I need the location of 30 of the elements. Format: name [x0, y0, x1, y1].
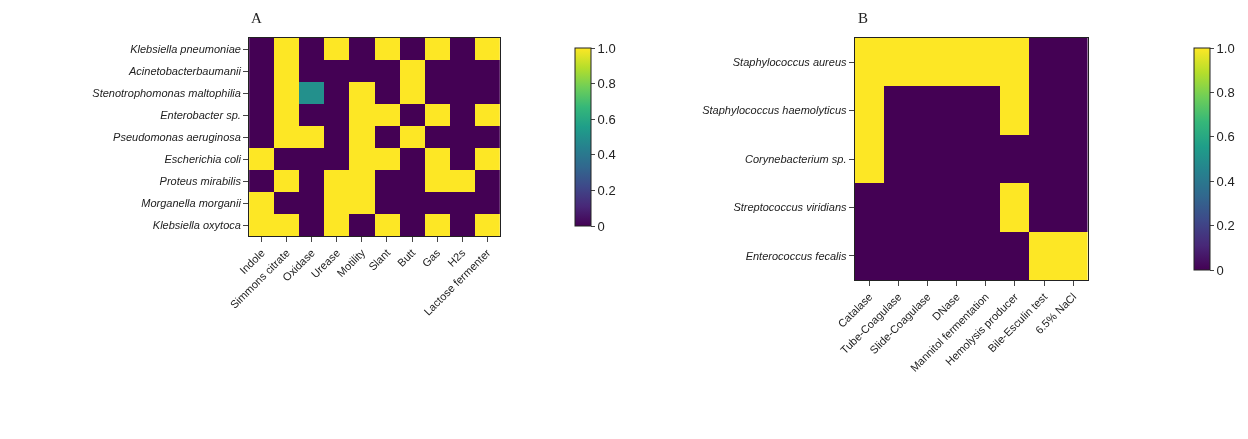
color-bar-label: 0.2 [1216, 218, 1235, 234]
y-tick-label: Morganella morganii [141, 196, 242, 209]
y-tick-label: Proteus mirabilis [159, 174, 242, 187]
color-bar-label: 0.8 [1216, 84, 1235, 100]
chart-title: B [858, 10, 869, 26]
y-tick-label: Staphylococcus aureus [732, 56, 848, 69]
y-tick-label: Streptococcus viridians [733, 201, 848, 214]
color-bar-label: 0.4 [597, 147, 616, 163]
y-tick-label: Enterobacter sp. [160, 108, 241, 121]
y-tick-label: Klebsiella oxytoca [152, 218, 241, 231]
color-bar-label: 1.0 [597, 40, 616, 56]
color-bar-label: 0.8 [597, 76, 616, 92]
color-bar-label: 0.2 [597, 182, 616, 198]
chart-title: A [251, 10, 262, 26]
y-tick-label: Klebsiella pneumoniae [130, 42, 241, 55]
x-tick-label: Gas [419, 246, 443, 270]
color-bar-label: 0.6 [597, 111, 616, 127]
y-tick-label: Staphylococcus haemolyticus [702, 104, 848, 117]
color-bar-label: 0.6 [1216, 129, 1235, 145]
x-tick-label: Butt [395, 246, 418, 269]
y-tick-label: Enterococcus fecalis [745, 249, 848, 262]
y-tick-label: Escherichia coli [164, 152, 242, 165]
color-bar-label: 1.0 [1216, 40, 1235, 56]
y-tick-label: Pseudomonas aeruginosa [113, 130, 241, 143]
color-bar-label: 0 [1216, 262, 1224, 278]
color-bar-label: 0.4 [1216, 173, 1235, 189]
y-tick-label: Stenotrophomonas maltophilia [92, 86, 241, 99]
y-tick-label: Corynebacterium sp. [745, 152, 847, 165]
y-tick-label: Acinetobacterbaumanii [127, 64, 242, 77]
color-bar-label: 0 [597, 218, 605, 234]
